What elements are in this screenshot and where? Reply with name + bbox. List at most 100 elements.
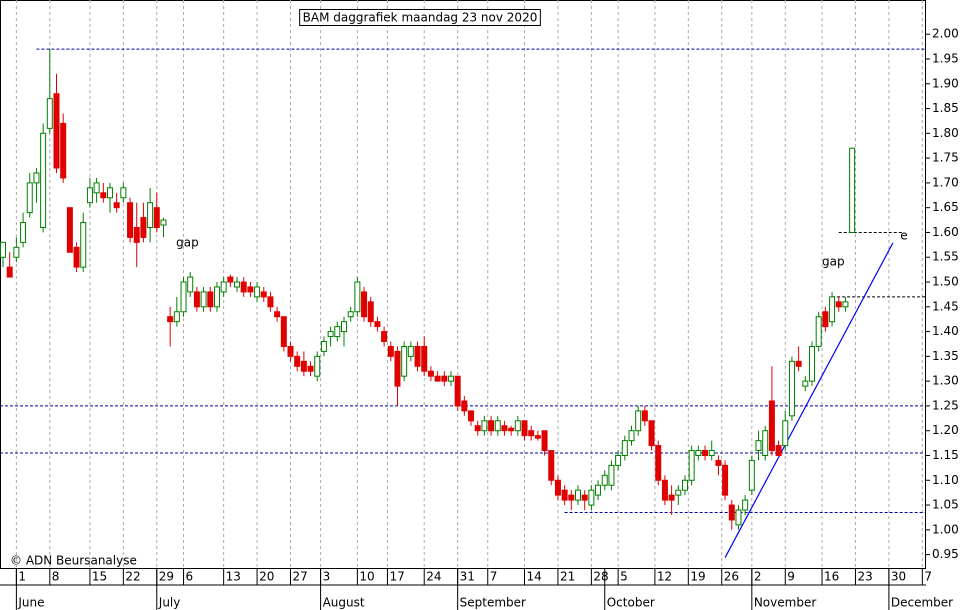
candle-body [267, 296, 274, 308]
candle-body [247, 286, 254, 293]
x-tick-label: 6 [186, 570, 194, 584]
candle-body [775, 445, 782, 456]
candle-body [608, 464, 615, 486]
candle-body [782, 420, 789, 447]
y-tick-label: 1.20 [932, 423, 959, 437]
candle-body [167, 316, 174, 323]
candle-body [280, 316, 287, 347]
y-tick-label: 1.50 [932, 275, 959, 289]
candle-body [508, 427, 515, 432]
candle-body [401, 345, 408, 377]
candle-body [715, 459, 722, 466]
x-tick-label: 21 [560, 570, 575, 584]
x-tick-label: 2 [754, 570, 762, 584]
candle-body [574, 489, 581, 501]
candle-body [768, 400, 775, 452]
y-tick-label: 1.60 [932, 225, 959, 239]
candle-body [0, 241, 7, 258]
candle-body [193, 291, 200, 308]
candle-body [474, 425, 481, 432]
candle-body [213, 286, 220, 308]
candle-body [33, 172, 40, 184]
candle-body [113, 202, 120, 209]
y-tick-label: 1.35 [932, 349, 959, 363]
candle-body [742, 499, 749, 511]
credit: © ADN Beursanalyse [10, 554, 137, 568]
x-tick-label: 30 [891, 570, 906, 584]
candle-body [534, 435, 541, 439]
y-tick-label: 1.95 [932, 51, 959, 65]
candle-body [688, 450, 695, 481]
candle-body [648, 420, 655, 447]
candle-body [675, 489, 682, 496]
candle-body [287, 345, 294, 357]
x-tick-label: 20 [259, 570, 274, 584]
candle-body [207, 291, 214, 308]
x-tick-label: 15 [92, 570, 107, 584]
candle-body [127, 202, 134, 238]
candle-body [320, 340, 327, 352]
x-tick-label: 8 [52, 570, 60, 584]
month-label: November [754, 596, 816, 610]
candle-body [414, 345, 421, 367]
title-group: BAM daggrafiek maandag 23 nov 2020 [299, 9, 541, 26]
candle-body [568, 494, 575, 501]
x-tick-label: 26 [724, 570, 739, 584]
candle-body [728, 504, 735, 521]
candle-body [227, 276, 234, 283]
y-tick-label: 1.80 [932, 126, 959, 140]
candle-body [755, 440, 762, 452]
candle-body [361, 291, 368, 318]
y-tick-label: 1.75 [932, 151, 959, 165]
candle-body [13, 246, 20, 258]
y-tick-label: 1.15 [932, 448, 959, 462]
candle-body [641, 410, 648, 422]
candle-body [434, 375, 441, 382]
x-tick-label: 23 [857, 570, 872, 584]
candle-body [340, 321, 347, 333]
x-tick-label: 14 [527, 570, 542, 584]
candle-body [849, 147, 856, 233]
y-tick-label: 1.85 [932, 101, 959, 115]
candle-body [106, 187, 113, 199]
candle-body [173, 311, 180, 323]
candle-body [809, 345, 816, 382]
candle-body [681, 479, 688, 491]
candle-body [274, 311, 281, 318]
y-tick-label: 1.25 [932, 398, 959, 412]
y-tick-label: 1.55 [932, 250, 959, 264]
candle-body [822, 311, 829, 328]
candle-body [702, 450, 709, 456]
x-tick-label: 7 [924, 570, 932, 584]
candle-body [628, 430, 635, 442]
candle-body [488, 420, 495, 432]
candle-body [748, 459, 755, 491]
candle-body [26, 182, 33, 214]
title-box [299, 9, 541, 26]
candle-body [635, 410, 642, 432]
candle-body [595, 484, 602, 496]
candle-body [454, 375, 461, 407]
candle-body [561, 489, 568, 501]
candle-body [53, 93, 60, 169]
candle-body [307, 365, 314, 372]
x-tick-label: 22 [125, 570, 140, 584]
x-tick-label: 13 [226, 570, 241, 584]
candle-body [80, 222, 87, 268]
candle-body [695, 450, 702, 456]
candle-body [521, 420, 528, 437]
candle-body [40, 132, 47, 228]
candle-body [762, 430, 769, 456]
candle-body [427, 370, 434, 377]
candle-body [541, 430, 548, 452]
x-tick-label: 16 [824, 570, 839, 584]
x-tick-label: 28 [593, 570, 608, 584]
candle-body [66, 207, 73, 253]
candle-body [60, 122, 67, 179]
candle-body [528, 430, 535, 437]
candle-body [842, 301, 849, 308]
candle-body [481, 420, 488, 432]
candle-body [788, 360, 795, 417]
candle-body [494, 420, 501, 432]
